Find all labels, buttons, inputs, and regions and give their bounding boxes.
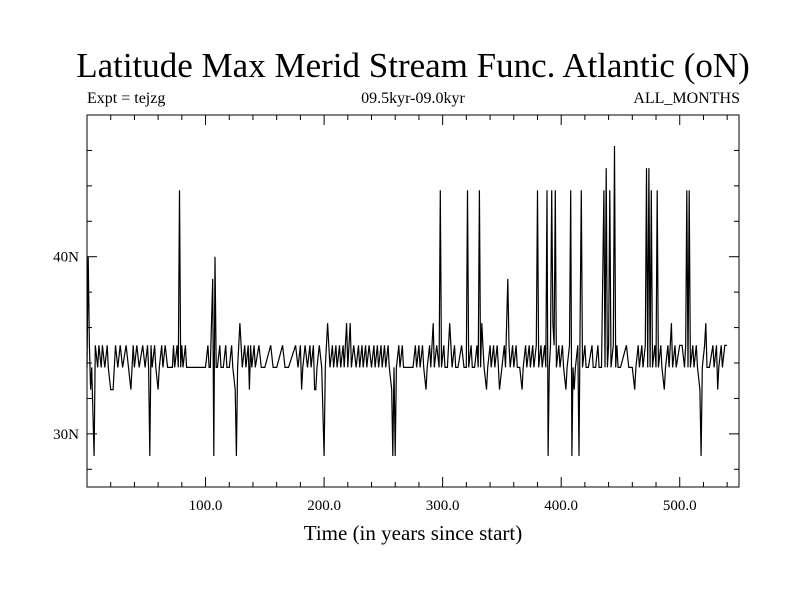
y-tick-label: 30N	[53, 427, 79, 443]
chart-title: Latitude Max Merid Stream Func. Atlantic…	[76, 46, 750, 85]
x-tick-label: 100.0	[189, 498, 223, 514]
x-tick-label: 300.0	[426, 498, 460, 514]
y-tick-label: 40N	[53, 250, 79, 266]
x-axis-title: Time (in years since start)	[304, 521, 523, 545]
experiment-label: Expt = tejzg	[87, 90, 166, 107]
series-line	[86, 145, 728, 457]
months-label: ALL_MONTHS	[633, 90, 740, 107]
plot-frame	[86, 114, 740, 488]
time-range-label: 09.5kyr-09.0kyr	[361, 90, 465, 107]
x-tick-label: 500.0	[663, 498, 697, 514]
x-tick-label: 400.0	[544, 498, 578, 514]
x-tick-label: 200.0	[307, 498, 341, 514]
